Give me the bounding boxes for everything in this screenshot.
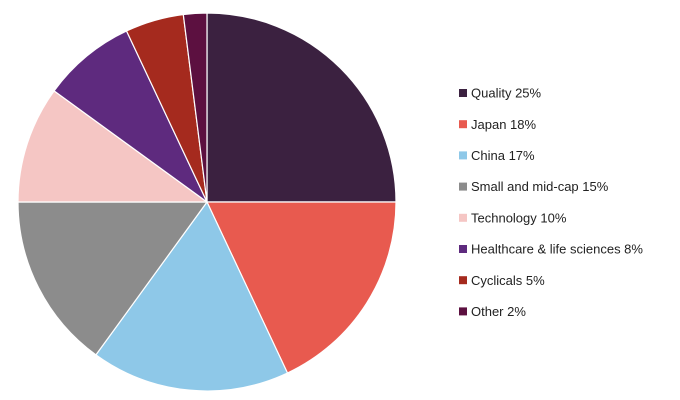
legend-label: Quality 25% bbox=[471, 86, 542, 101]
legend-swatch bbox=[459, 213, 467, 222]
legend-swatch bbox=[459, 120, 467, 129]
legend-swatch bbox=[459, 89, 467, 97]
pie-slices bbox=[17, 12, 397, 392]
pie-slice-5 bbox=[17, 90, 208, 203]
legend-item: Japan 18% bbox=[459, 117, 536, 132]
legend-item: Healthcare & life sciences 8% bbox=[459, 242, 643, 257]
legend-swatch bbox=[459, 307, 467, 316]
legend-item: Other 2% bbox=[459, 304, 526, 319]
legend-swatch bbox=[459, 276, 467, 285]
legend-label: Healthcare & life sciences 8% bbox=[471, 242, 643, 257]
legend-swatch bbox=[459, 245, 467, 253]
legend: Quality 25% Japan 18% China 17% Small and m… bbox=[459, 86, 643, 319]
legend-item: Technology 10% bbox=[459, 210, 567, 225]
legend-label: Japan 18% bbox=[471, 117, 536, 132]
pie-slice-6 bbox=[53, 30, 208, 203]
legend-label: Cyclicals 5% bbox=[471, 273, 545, 288]
pie-slice-1 bbox=[206, 12, 397, 203]
pie-slice-4 bbox=[17, 201, 208, 356]
legend-item: Quality 25% bbox=[459, 86, 542, 101]
legend-swatch bbox=[459, 151, 467, 160]
legend-label: Other 2% bbox=[471, 304, 526, 319]
legend-label: Technology 10% bbox=[471, 210, 567, 225]
legend-label: Small and mid-cap 15% bbox=[471, 179, 609, 194]
pie-slice-8 bbox=[182, 12, 208, 203]
pie-slice-2 bbox=[206, 201, 397, 374]
legend-swatch bbox=[459, 182, 467, 191]
pie-slice-3 bbox=[95, 201, 289, 392]
legend-item: Small and mid-cap 15% bbox=[459, 179, 609, 194]
legend-item: Cyclicals 5% bbox=[459, 273, 545, 288]
legend-item: China 17% bbox=[459, 148, 535, 163]
legend-label: China 17% bbox=[471, 148, 535, 163]
